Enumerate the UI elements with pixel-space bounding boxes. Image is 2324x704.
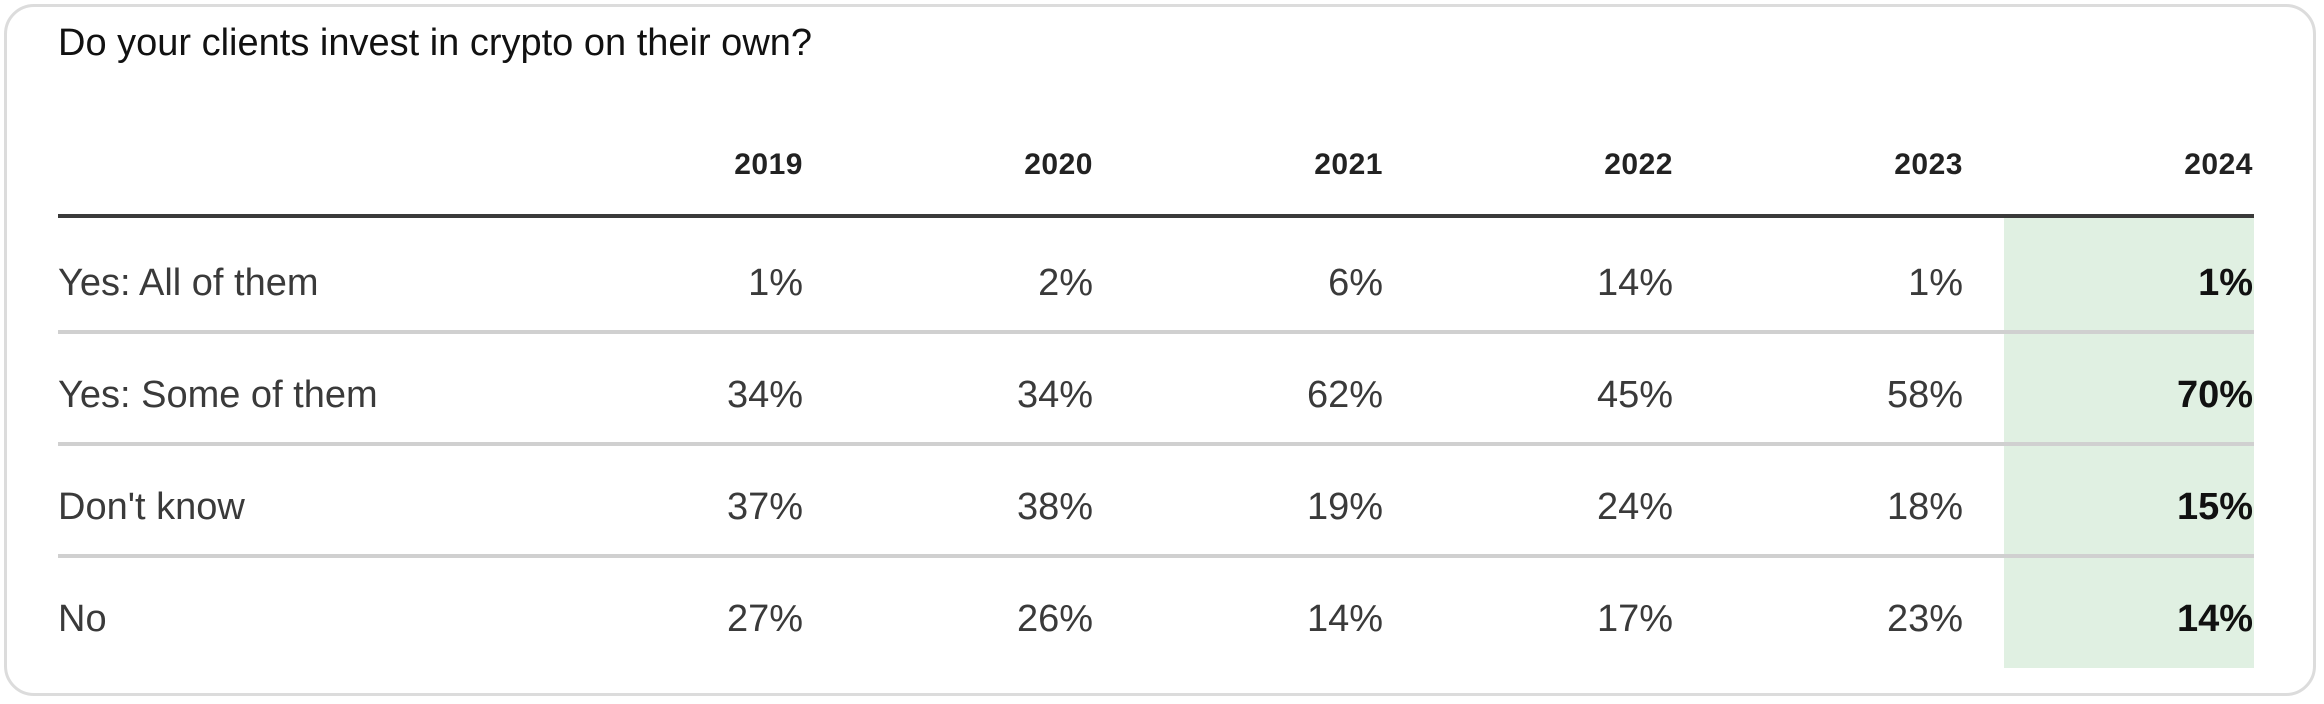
- table-cell: 14%: [2176, 598, 2253, 640]
- table-cell: 27%: [726, 598, 803, 640]
- row-label: Yes: All of them: [58, 262, 319, 304]
- row-divider: [58, 442, 2254, 446]
- table-cell: 2%: [1038, 262, 1093, 304]
- column-header-2020: 2020: [1024, 148, 1093, 181]
- table-cell: 23%: [1886, 598, 1963, 640]
- column-header-2019: 2019: [734, 148, 803, 181]
- row-label: No: [58, 598, 107, 640]
- table-cell: 38%: [1016, 486, 1093, 528]
- table-cell: 45%: [1596, 374, 1673, 416]
- row-label: Don't know: [58, 486, 245, 528]
- table-title: Do your clients invest in crypto on thei…: [58, 22, 813, 64]
- table-cell: 34%: [726, 374, 803, 416]
- row-divider: [58, 554, 2254, 558]
- column-header-2021: 2021: [1314, 148, 1383, 181]
- table-cell: 15%: [2176, 486, 2253, 528]
- table-cell: 34%: [1016, 374, 1093, 416]
- table-cell: 37%: [726, 486, 803, 528]
- row-divider: [58, 330, 2254, 334]
- column-header-2023: 2023: [1894, 148, 1963, 181]
- row-label: Yes: Some of them: [58, 374, 378, 416]
- column-header-2024: 2024: [2184, 148, 2253, 181]
- table-cell: 19%: [1306, 486, 1383, 528]
- table-cell: 1%: [2198, 262, 2253, 304]
- table-cell: 26%: [1016, 598, 1093, 640]
- table-cell: 58%: [1886, 374, 1963, 416]
- table-cell: 14%: [1596, 262, 1673, 304]
- column-header-2022: 2022: [1604, 148, 1673, 181]
- header-divider: [58, 214, 2254, 218]
- table-cell: 24%: [1596, 486, 1673, 528]
- table-cell: 17%: [1596, 598, 1673, 640]
- table-cell: 18%: [1886, 486, 1963, 528]
- table-cell: 14%: [1306, 598, 1383, 640]
- table-cell: 1%: [1908, 262, 1963, 304]
- table-cell: 70%: [2176, 374, 2253, 416]
- table-cell: 6%: [1328, 262, 1383, 304]
- table-cell: 62%: [1306, 374, 1383, 416]
- table-card: Do your clients invest in crypto on thei…: [4, 4, 2316, 696]
- table-cell: 1%: [748, 262, 803, 304]
